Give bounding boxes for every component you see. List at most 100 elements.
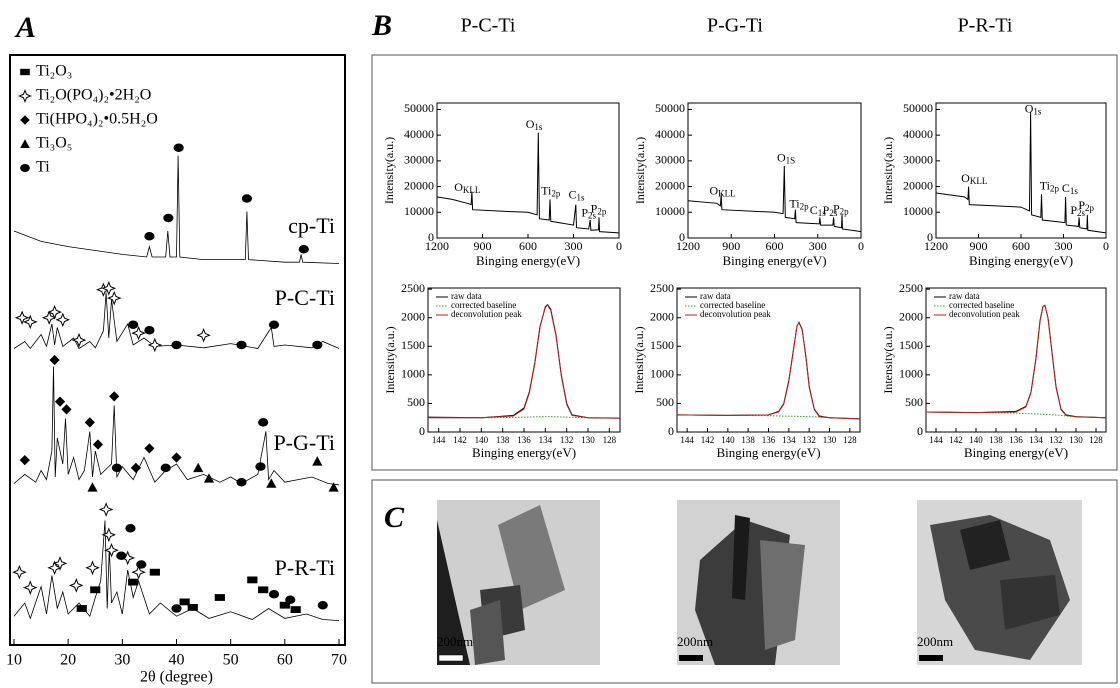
x-tick-label: 300: [809, 239, 827, 253]
phase-marker: [92, 439, 104, 450]
x-tick-label: 0: [858, 239, 864, 253]
x-tick-label: 138: [989, 435, 1003, 445]
peak-label-main: P: [581, 205, 588, 219]
x-axis-label: Binging energy(eV): [716, 445, 820, 460]
legend-label: Ti₃O₅: [36, 135, 72, 152]
series-line: [925, 411, 1107, 419]
phase-marker: [109, 391, 120, 402]
series-line: [676, 321, 861, 420]
series-line: [428, 304, 621, 419]
y-tick-label: 10000: [903, 204, 933, 218]
peak-label-main: O: [1025, 101, 1034, 115]
phase-marker: [312, 340, 323, 350]
x-tick-label: 138: [496, 435, 510, 445]
x-tick-label: 300: [565, 239, 583, 253]
x-tick-label: 30: [114, 652, 130, 669]
series-line: [428, 416, 621, 419]
x-tick-label: 132: [802, 435, 816, 445]
peak-label-sub: 2s: [588, 211, 597, 221]
y-tick-label: 40000: [655, 127, 685, 141]
phase-marker: [128, 320, 139, 329]
x-tick-label: 1200: [425, 239, 449, 253]
x-tick-label: 140: [969, 435, 983, 445]
y-axis-label: Intensity(a.u.): [383, 326, 397, 393]
x-axis-label: Binging energy(eV): [722, 253, 826, 268]
y-tick-label: 50000: [903, 101, 933, 115]
phase-marker: [71, 332, 87, 348]
peak-label-sub: KLL: [463, 185, 481, 195]
phase-marker: [104, 542, 119, 558]
x-tick-label: 10: [6, 652, 22, 669]
panel-label: C: [384, 501, 405, 534]
panel-c-frame: [371, 479, 1118, 684]
phase-marker: [111, 463, 123, 473]
peak-label-main: O: [454, 180, 463, 194]
x-tick-label: 0: [1103, 239, 1109, 253]
phase-marker: [41, 310, 57, 325]
peak-label: Ti2p: [1040, 178, 1060, 193]
y-tick-label: 2000: [401, 309, 425, 323]
phase-marker: [149, 568, 160, 576]
phase-marker: [171, 452, 182, 463]
y-tick-label: 1500: [650, 338, 674, 352]
y-axis-label: Intensity(a.u.): [633, 137, 647, 204]
x-tick-label: 138: [741, 435, 755, 445]
phase-marker: [130, 462, 141, 473]
y-tick-label: 0: [668, 424, 674, 438]
y-tick-label: 1500: [401, 338, 425, 352]
peak-label-main: C: [810, 203, 818, 217]
phase-marker: [163, 213, 174, 223]
column-title: P-C-Ti: [461, 15, 516, 37]
y-tick-label: 20000: [404, 178, 434, 192]
phase-marker: [203, 473, 215, 483]
peak-label: OKLL: [454, 180, 480, 195]
phase-marker: [61, 404, 72, 415]
peak-label: P2s: [823, 203, 838, 218]
x-axis-label: 2θ (degree): [140, 669, 213, 686]
tem-image: 200nm: [437, 500, 600, 665]
phase-marker: [147, 337, 163, 353]
series-line: [925, 304, 1107, 419]
phase-marker: [84, 417, 95, 428]
column-title: P-G-Ti: [707, 15, 763, 37]
x-tick-label: 144: [680, 435, 694, 445]
series-line: [935, 111, 1107, 234]
phase-marker: [87, 482, 98, 492]
phase-marker: [131, 564, 146, 580]
legend-label: Ti: [36, 159, 50, 176]
phase-marker: [187, 604, 198, 611]
phase-marker: [125, 523, 136, 533]
xrd-trace: [13, 155, 340, 264]
phase-marker: [85, 560, 100, 576]
x-tick-label: 132: [1049, 435, 1063, 445]
phase-marker: [101, 527, 117, 543]
phase-marker: [173, 143, 184, 153]
x-tick-label: 20: [60, 652, 76, 669]
legend-label: raw data: [451, 291, 482, 301]
y-tick-label: 0: [419, 424, 425, 438]
y-tick-label: 30000: [655, 153, 685, 167]
phase-marker: [76, 605, 87, 612]
peak-label-main: C: [569, 187, 577, 201]
x-tick-label: 136: [762, 435, 776, 445]
y-tick-label: 2500: [650, 281, 674, 295]
y-tick-label: 50000: [655, 101, 685, 115]
y-tick-label: 1000: [401, 367, 425, 381]
y-axis-label: Intensity(a.u.): [881, 137, 895, 204]
peak-label-sub: 1s: [1070, 186, 1079, 196]
phase-marker: [144, 326, 155, 335]
legend-label: Ti(HPO₄)₂•0.5H₂O: [36, 111, 158, 128]
x-tick-label: 40: [169, 652, 185, 669]
legend-label: corrected baseline: [949, 300, 1014, 310]
column-title: P-R-Ti: [958, 15, 1013, 37]
phase-marker: [247, 576, 258, 584]
peak-label-main: P: [591, 201, 598, 215]
peak-label-sub: 2p: [840, 207, 850, 217]
phase-marker: [328, 482, 339, 492]
series-line: [925, 305, 1107, 419]
peak-label-main: P: [833, 201, 840, 215]
phase-marker: [196, 327, 211, 343]
x-tick-label: 600: [519, 239, 537, 253]
scale-bar-label: 200nm: [917, 634, 953, 649]
